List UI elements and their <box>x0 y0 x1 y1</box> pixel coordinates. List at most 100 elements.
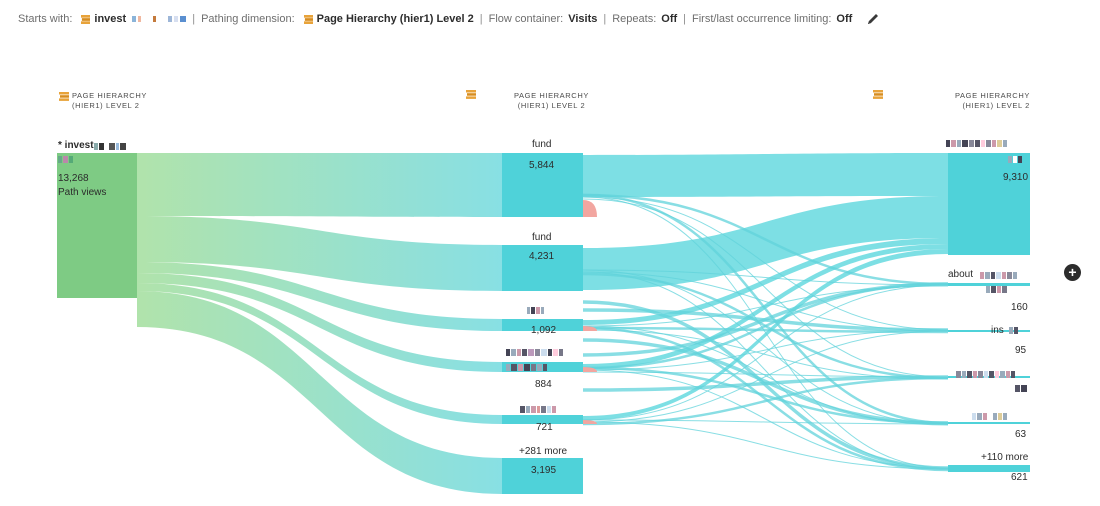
end-node-bar[interactable] <box>948 465 1030 472</box>
middle-node-label[interactable]: fund <box>532 232 552 243</box>
pencil-icon[interactable] <box>866 12 880 26</box>
middle-node-bar[interactable] <box>502 245 583 291</box>
redacted-text <box>986 286 1007 293</box>
start-node-bar[interactable] <box>57 153 137 298</box>
link-node-3-to-end-1[interactable] <box>583 238 948 325</box>
middle-node-bar[interactable] <box>502 319 583 331</box>
column-header-step-1: PAGE HIERARCHY (HIER1) LEVEL 2 <box>72 91 147 111</box>
start-node-label[interactable]: * invest <box>58 140 94 151</box>
pathing-dimension-label: Pathing dimension: <box>201 13 295 25</box>
thin-link[interactable] <box>582 193 949 425</box>
redacted-text <box>58 156 73 163</box>
column-header-line: (HIER1) LEVEL 2 <box>517 101 586 110</box>
separator: | <box>603 13 607 25</box>
exit-indicator[interactable] <box>583 200 597 217</box>
redacted-text <box>1009 327 1018 334</box>
link-start-to-node-4[interactable] <box>137 273 502 372</box>
end-node-value: 9,310 <box>1003 172 1029 183</box>
thin-link[interactable] <box>582 196 949 331</box>
thin-link[interactable] <box>582 330 949 423</box>
separator: | <box>479 13 483 25</box>
thin-link[interactable] <box>582 329 949 380</box>
link-fund-1-to-end-1[interactable] <box>583 153 948 197</box>
end-node-bar[interactable] <box>948 153 1030 255</box>
middle-node-bar[interactable] <box>502 362 583 372</box>
column-header-step-2: PAGE HIERARCHY (HIER1) LEVEL 2 <box>514 91 589 111</box>
thin-link[interactable] <box>582 284 949 421</box>
column-header-line: (HIER1) LEVEL 2 <box>962 101 1030 110</box>
redacted-text <box>132 16 187 22</box>
end-node-bar[interactable] <box>948 422 1030 424</box>
repeats-label: Repeats: <box>612 13 657 25</box>
link-start-to-fund-1[interactable] <box>137 153 502 217</box>
end-node-label[interactable]: about <box>948 269 974 280</box>
hierarchy-dimension-icon <box>59 92 69 101</box>
end-node-bar[interactable] <box>948 283 1030 286</box>
medium-link[interactable] <box>582 375 949 392</box>
thin-link[interactable] <box>582 376 949 426</box>
medium-link[interactable] <box>582 338 949 425</box>
end-node-bar[interactable] <box>948 330 1030 332</box>
middle-node-bar[interactable] <box>502 415 583 424</box>
thin-link[interactable] <box>582 196 949 469</box>
thin-link[interactable] <box>582 421 949 470</box>
flow-nodes <box>57 153 1030 494</box>
start-node-value: 13,268 <box>58 173 89 184</box>
hierarchy-dimension-icon <box>873 90 883 99</box>
starts-with-label: Starts with: <box>18 13 73 25</box>
middle-node-bar[interactable] <box>502 458 583 494</box>
link-fund-2-to-end-1[interactable] <box>583 196 948 290</box>
column-header-step-3: PAGE HIERARCHY (HIER1) LEVEL 2 <box>955 91 1030 111</box>
column-header-line: PAGE HIERARCHY <box>72 91 147 100</box>
end-node-label[interactable]: +110 more <box>981 452 1029 463</box>
column-header-line: PAGE HIERARCHY <box>955 91 1030 100</box>
middle-node-value: 721 <box>536 422 553 433</box>
flow-container-value[interactable]: Visits <box>568 13 598 25</box>
hierarchy-dimension-icon <box>466 90 476 99</box>
limiting-value[interactable]: Off <box>836 13 853 25</box>
exit-indicator[interactable] <box>583 420 597 424</box>
medium-link[interactable] <box>582 282 949 357</box>
redacted-text <box>980 272 1017 279</box>
end-node-value: 63 <box>1015 429 1027 440</box>
end-node-label[interactable]: ins <box>991 325 1004 336</box>
starts-with-value[interactable]: invest <box>94 13 127 25</box>
link-start-to-node-3[interactable] <box>137 262 502 331</box>
pathing-dimension-value[interactable]: Page Hierarchy (hier1) Level 2 <box>316 13 474 25</box>
add-step-button[interactable]: + <box>1064 264 1081 281</box>
thin-link[interactable] <box>582 269 949 286</box>
hierarchy-dimension-icon <box>81 14 91 24</box>
link-start-to-more[interactable] <box>137 291 502 494</box>
redacted-text <box>520 406 556 413</box>
link-node-5-to-end-1[interactable] <box>583 249 948 420</box>
middle-node-label[interactable]: fund <box>532 139 552 150</box>
redacted-text <box>506 349 563 356</box>
thin-link[interactable] <box>582 282 949 370</box>
separator: | <box>683 13 687 25</box>
redacted-text <box>972 413 1007 420</box>
middle-node-value: 884 <box>535 379 552 390</box>
middle-node-label[interactable]: +281 more <box>519 446 568 457</box>
thin-link[interactable] <box>582 269 949 425</box>
thin-link[interactable] <box>582 198 949 378</box>
redacted-text <box>956 371 1015 378</box>
redacted-text <box>94 143 126 150</box>
exit-indicator[interactable] <box>583 367 597 372</box>
thin-link[interactable] <box>582 326 949 472</box>
link-start-to-fund-2[interactable] <box>137 216 502 291</box>
middle-node-bar[interactable] <box>502 153 583 217</box>
thin-link[interactable] <box>582 193 949 286</box>
thin-link[interactable] <box>582 329 949 371</box>
middle-node-value: 1,092 <box>531 325 557 336</box>
exit-indicator[interactable] <box>583 326 597 331</box>
repeats-value[interactable]: Off <box>661 13 678 25</box>
link-start-to-node-5[interactable] <box>137 283 502 424</box>
thin-link[interactable] <box>582 369 949 469</box>
thin-link[interactable] <box>582 419 949 425</box>
redacted-text <box>506 364 547 371</box>
start-links <box>137 153 502 494</box>
flow-container-label: Flow container: <box>488 13 564 25</box>
redacted-text <box>1015 385 1027 392</box>
middle-links <box>582 153 949 472</box>
